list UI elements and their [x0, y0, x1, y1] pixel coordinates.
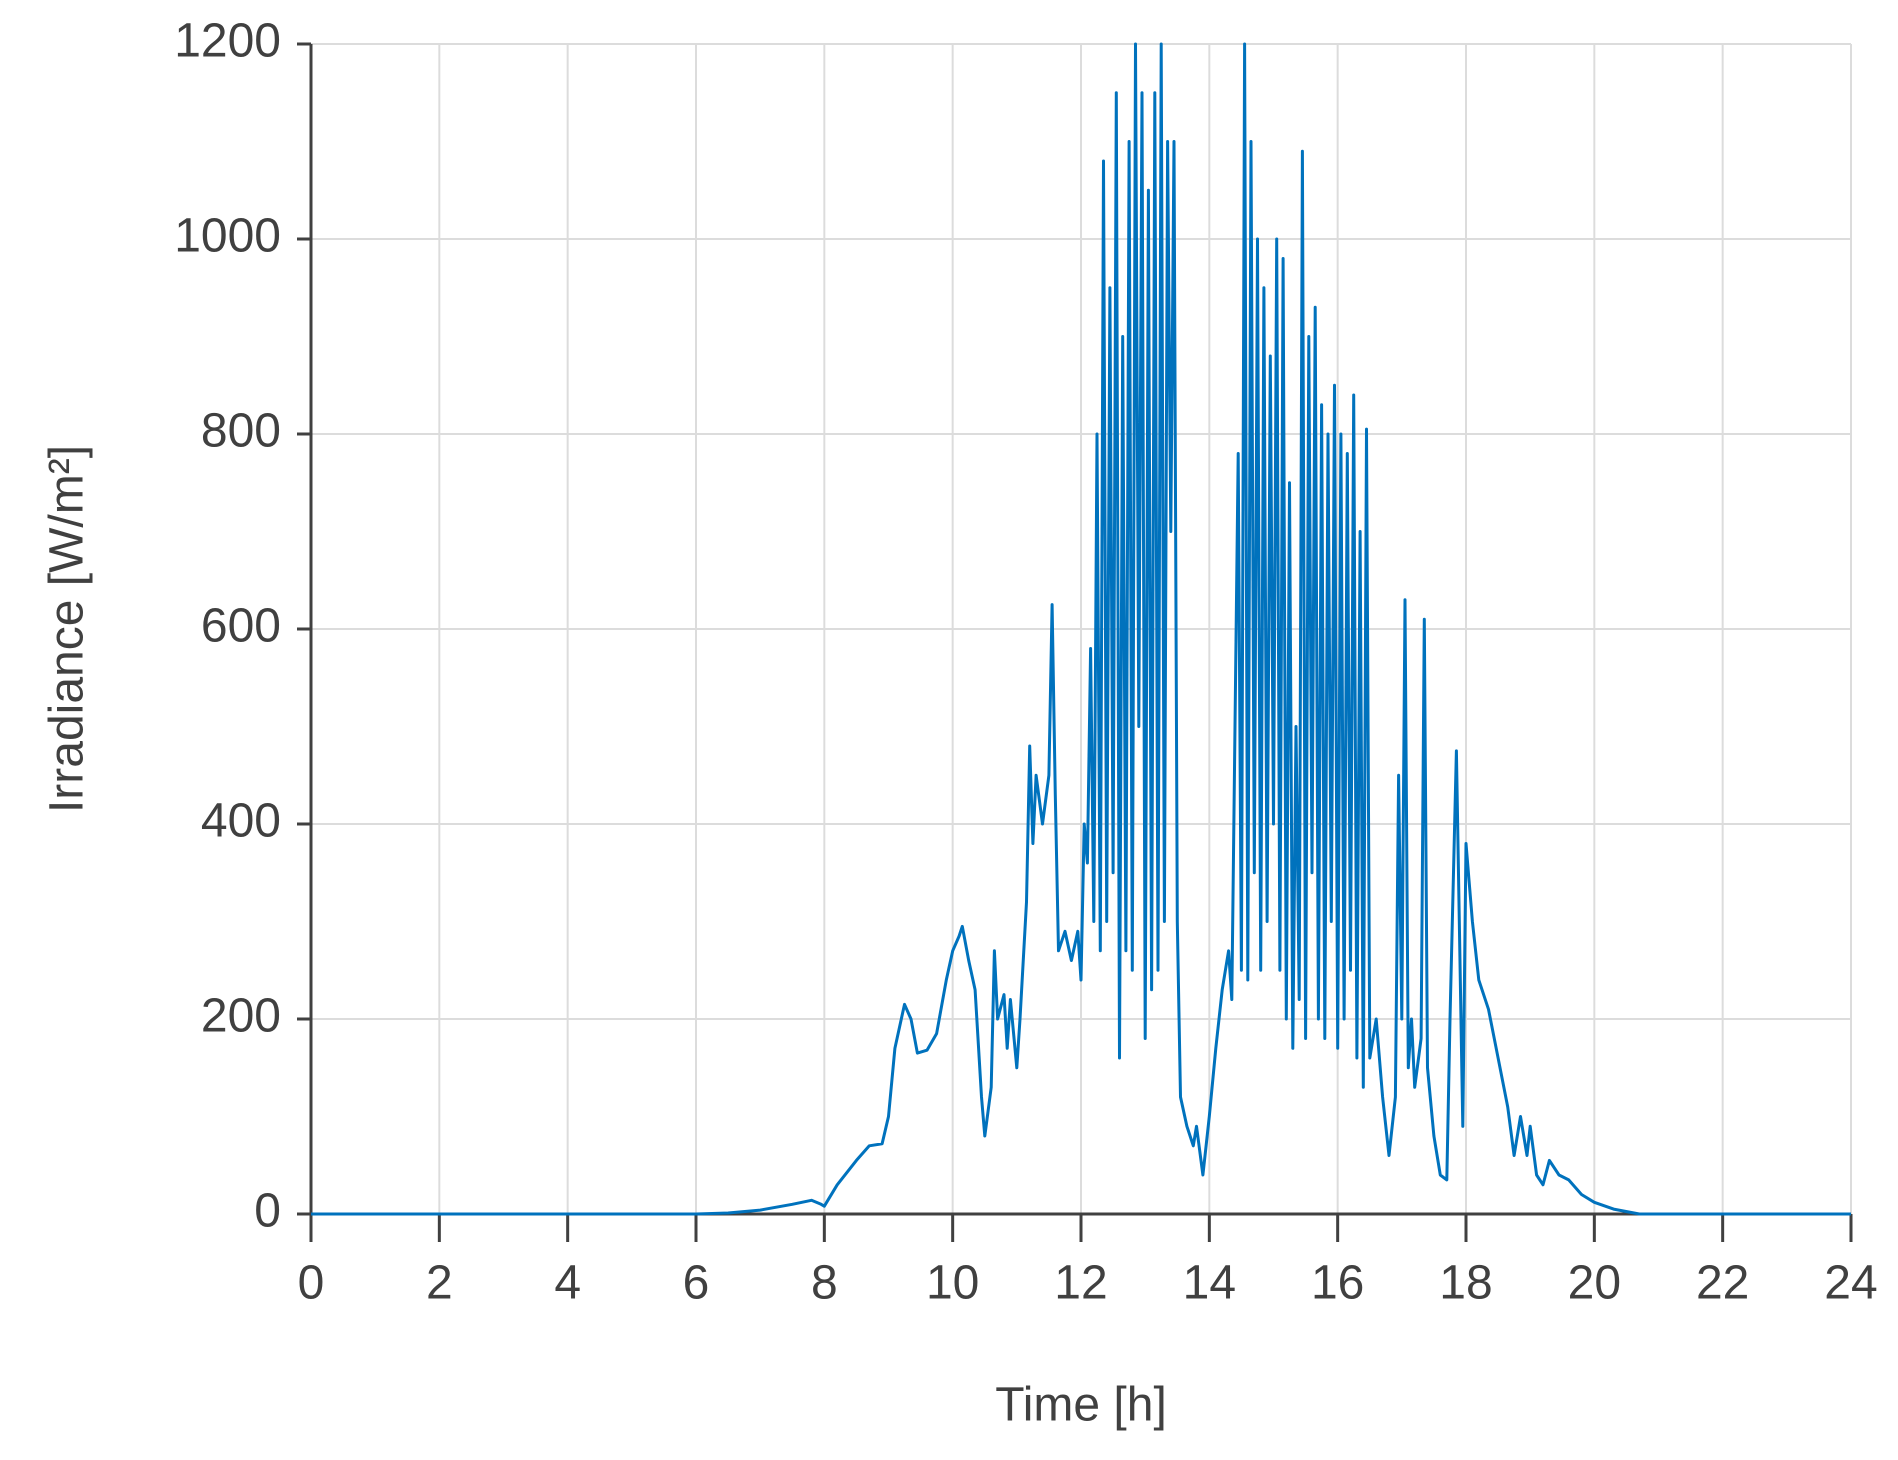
y-tick-label: 1200 — [174, 15, 281, 68]
x-tick-label: 4 — [554, 1257, 581, 1310]
x-tick-label: 8 — [811, 1257, 838, 1310]
y-tick-label: 0 — [254, 1185, 281, 1238]
y-axis-label: Irradiance [W/m²] — [41, 445, 94, 813]
y-tick-label: 600 — [201, 600, 281, 653]
x-tick-label: 20 — [1568, 1257, 1621, 1310]
x-tick-label: 2 — [426, 1257, 453, 1310]
line — [311, 42, 1851, 1216]
x-tick-label: 14 — [1183, 1257, 1236, 1310]
x-axis-label: Time [h] — [995, 1379, 1167, 1432]
y-tick-label: 800 — [201, 405, 281, 458]
x-tick-label: 12 — [1054, 1257, 1107, 1310]
y-tick-label: 1000 — [174, 210, 281, 263]
x-tick-label: 16 — [1311, 1257, 1364, 1310]
x-tick-label: 24 — [1824, 1257, 1877, 1310]
y-tick-label: 400 — [201, 795, 281, 848]
x-tick-label: 18 — [1439, 1257, 1492, 1310]
x-tick-label: 22 — [1696, 1257, 1749, 1310]
x-tick-label: 0 — [298, 1257, 325, 1310]
y-tick-label: 200 — [201, 990, 281, 1043]
x-tick-label: 10 — [926, 1257, 979, 1310]
x-tick-label: 6 — [683, 1257, 710, 1310]
